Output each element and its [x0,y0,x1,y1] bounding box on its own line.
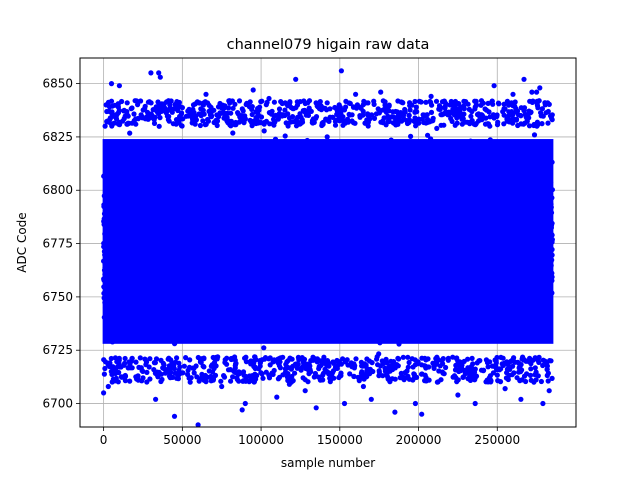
data-point [434,125,440,131]
data-point [408,133,414,139]
data-point [261,128,267,134]
data-point [425,132,431,138]
data-point [127,130,133,136]
data-point [324,134,330,140]
data-point [230,130,236,136]
data-points [101,68,556,428]
data-point [282,133,288,139]
